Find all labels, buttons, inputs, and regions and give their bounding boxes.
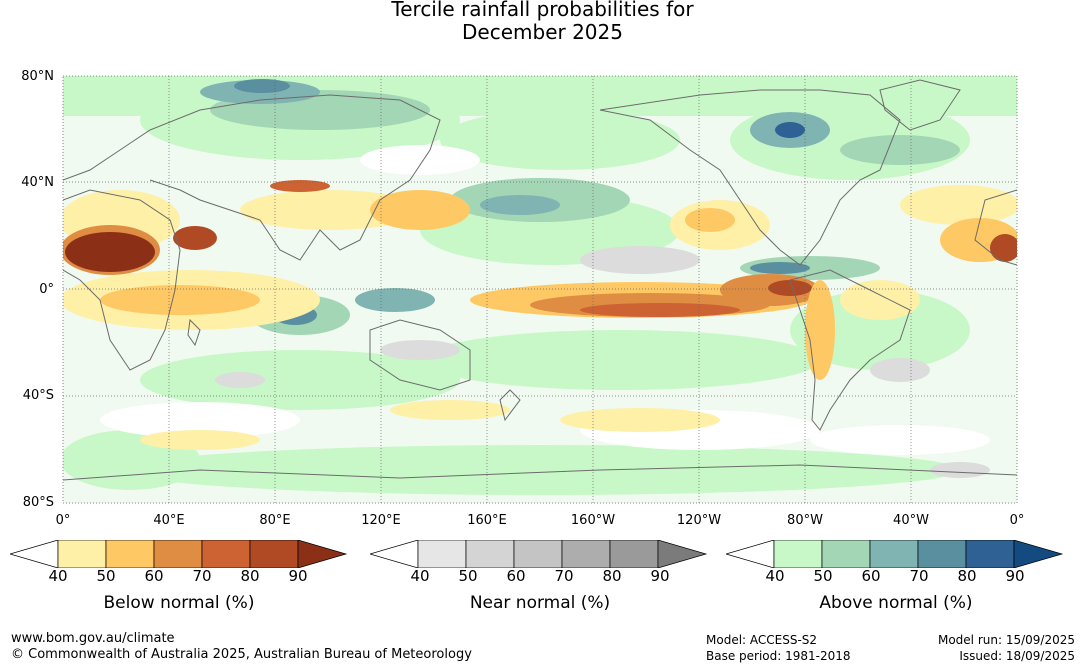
lon-label-120w: 120°W	[676, 513, 722, 528]
cbar-tick: 90	[1005, 567, 1025, 585]
model-name: Model: ACCESS-S2	[706, 633, 818, 647]
near-normal-title: Near normal (%)	[469, 593, 611, 613]
colorbar-segment	[965, 540, 1015, 568]
colorbar-high-cap	[657, 540, 708, 568]
colorbar-segment	[513, 540, 563, 568]
colorbar-low-cap	[726, 540, 775, 568]
lat-label-40s: 40°S	[22, 388, 54, 403]
colorbar-segment	[561, 540, 611, 568]
cbar-tick: 50	[458, 567, 478, 585]
colorbar-low-cap	[10, 540, 59, 568]
lon-label-0: 0°	[55, 513, 71, 528]
lon-label-0-east: 0°	[1009, 513, 1025, 528]
rainfall-probability-map	[62, 75, 1018, 504]
cbar-tick: 60	[506, 567, 526, 585]
colorbar-segment	[201, 540, 251, 568]
map-frame	[62, 75, 1018, 504]
lon-label-80e: 80°E	[259, 513, 291, 528]
cbar-tick: 60	[144, 567, 164, 585]
below-normal-title: Below normal (%)	[103, 593, 255, 613]
cbar-tick: 80	[957, 567, 977, 585]
colorbar-segment	[917, 540, 967, 568]
issued-date: Issued: 18/09/2025	[959, 649, 1075, 663]
above-normal-strong-regions	[200, 79, 960, 335]
cbar-tick: 70	[192, 567, 212, 585]
colorbar-segment	[417, 540, 467, 568]
cbar-tick: 80	[240, 567, 260, 585]
colorbar-high-cap	[297, 540, 348, 568]
colorbar-low-cap	[370, 540, 419, 568]
colorbar-segment	[57, 540, 107, 568]
cbar-tick: 90	[288, 567, 308, 585]
lat-label-80n: 80°N	[21, 69, 54, 84]
colorbar-segment	[821, 540, 871, 568]
base-period: Base period: 1981-2018	[706, 649, 851, 663]
colorbar-segment	[869, 540, 919, 568]
cbar-tick: 50	[96, 567, 116, 585]
cbar-tick: 70	[554, 567, 574, 585]
cbar-tick: 80	[602, 567, 622, 585]
cbar-tick: 70	[909, 567, 929, 585]
lon-label-120e: 120°E	[361, 513, 401, 528]
lat-label-0: 0°	[39, 282, 54, 297]
above-normal-colorbar	[726, 540, 1064, 568]
lon-label-80w: 80°W	[787, 513, 823, 528]
coastlines	[63, 79, 1017, 481]
lon-label-160w: 160°W	[570, 513, 616, 528]
map-title-line2: December 2025	[462, 20, 623, 44]
copyright-text: © Commonwealth of Australia 2025, Austra…	[11, 647, 472, 662]
colorbar-segment	[609, 540, 659, 568]
near-normal-colorbar	[370, 540, 708, 568]
cbar-tick: 40	[765, 567, 785, 585]
colorbar-segment	[773, 540, 823, 568]
cbar-tick: 40	[48, 567, 68, 585]
lat-label-40n: 40°N	[21, 175, 54, 190]
colorbar-segment	[249, 540, 299, 568]
lon-label-160e: 160°E	[467, 513, 507, 528]
colorbar-segment	[465, 540, 515, 568]
lat-label-80s: 80°S	[22, 495, 54, 510]
map-title-line1: Tercile rainfall probabilities for	[391, 0, 694, 21]
below-normal-colorbar	[10, 540, 348, 568]
lon-label-40e: 40°E	[153, 513, 185, 528]
near-normal-regions	[215, 246, 990, 478]
cbar-tick: 60	[861, 567, 881, 585]
graticule	[63, 76, 1017, 503]
cbar-tick: 90	[650, 567, 670, 585]
colorbar-segment	[153, 540, 203, 568]
colorbar-high-cap	[1013, 540, 1064, 568]
model-run-date: Model run: 15/09/2025	[937, 633, 1075, 647]
website-link[interactable]: www.bom.gov.au/climate	[11, 631, 175, 646]
colorbar-segment	[105, 540, 155, 568]
above-normal-title: Above normal (%)	[819, 593, 973, 613]
cbar-tick: 40	[410, 567, 430, 585]
cbar-tick: 50	[813, 567, 833, 585]
below-normal-regions	[63, 180, 1017, 450]
lon-label-40w: 40°W	[893, 513, 929, 528]
